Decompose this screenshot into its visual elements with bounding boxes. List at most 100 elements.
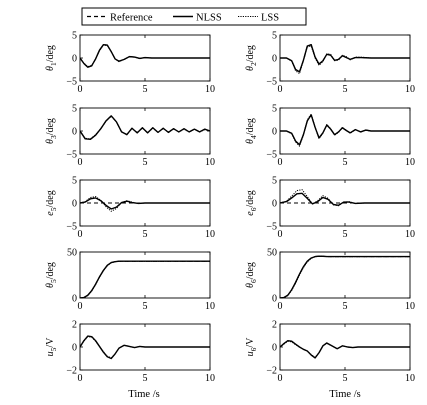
x-tick-label: 10 [205, 301, 215, 312]
x-tick-label: 10 [405, 301, 415, 312]
x-tick-label: 0 [278, 157, 283, 168]
y-axis-label: θ6/deg [245, 262, 258, 288]
x-tick-label: 10 [405, 157, 415, 168]
x-tick-label: 10 [405, 229, 415, 240]
y-axis-label: e6/deg [245, 190, 258, 215]
plot-frame [79, 251, 211, 299]
y-tick-label: −5 [66, 150, 77, 161]
series-reference-line [80, 260, 210, 298]
x-tick-label: 0 [78, 373, 83, 384]
x-tick-label: 5 [143, 229, 148, 240]
y-tick-label: 50 [267, 248, 277, 259]
legend-box [81, 7, 307, 26]
y-tick-label: 5 [272, 104, 277, 115]
y-axis-label: θ2/deg [245, 45, 258, 71]
series-reference-line [80, 44, 210, 68]
y-tick-label: 2 [272, 320, 277, 331]
y-tick-label: 0 [72, 343, 77, 354]
y-tick-label: 2 [72, 320, 77, 331]
x-tick-label: 0 [78, 157, 83, 168]
y-tick-label: 0 [272, 127, 277, 138]
legend-label-reference: Reference [110, 13, 153, 24]
x-tick-label: 10 [405, 84, 415, 95]
x-tick-label: 10 [205, 84, 215, 95]
y-tick-label: 5 [272, 176, 277, 187]
x-tick-label: 10 [205, 373, 215, 384]
legend-label-lss: LSS [261, 13, 279, 24]
x-tick-label: 5 [143, 84, 148, 95]
y-tick-label: 5 [72, 104, 77, 115]
series-nlss-line [80, 43, 210, 68]
series-lss-line [80, 196, 210, 212]
y-tick-label: −5 [266, 222, 277, 233]
y-tick-label: 0 [72, 127, 77, 138]
series-lss-line [280, 45, 410, 75]
x-tick-label: 10 [205, 229, 215, 240]
series-lss-line [80, 336, 210, 359]
y-tick-label: 50 [67, 248, 77, 259]
x-tick-label: 5 [143, 157, 148, 168]
series-reference-line [80, 115, 210, 140]
x-tick-label: 5 [143, 373, 148, 384]
x-axis-label-left: Time /s [128, 389, 159, 400]
series-lss-line [80, 115, 210, 140]
y-tick-label: −2 [66, 366, 77, 377]
y-tick-label: −5 [66, 222, 77, 233]
y-axis-label: u6/V [245, 337, 258, 357]
x-tick-label: 0 [78, 84, 83, 95]
y-tick-label: −5 [266, 150, 277, 161]
x-tick-label: 5 [343, 301, 348, 312]
series-nlss-line [280, 43, 410, 73]
y-axis-label: u5/V [45, 337, 58, 357]
series-lss-line [280, 189, 410, 207]
x-tick-label: 10 [405, 373, 415, 384]
y-axis-label: e5/deg [45, 190, 58, 215]
y-tick-label: 0 [272, 294, 277, 305]
y-tick-label: 5 [72, 31, 77, 42]
series-lss-line [280, 340, 410, 358]
y-axis-label: θ5/deg [45, 262, 58, 288]
y-tick-label: −5 [66, 77, 77, 88]
x-tick-label: 0 [278, 229, 283, 240]
x-tick-label: 0 [278, 373, 283, 384]
series-reference-line [280, 255, 410, 298]
y-tick-label: 5 [72, 176, 77, 187]
x-tick-label: 10 [205, 157, 215, 168]
series-lss-line [80, 44, 210, 68]
y-tick-label: 0 [272, 343, 277, 354]
series-lss-line [280, 255, 410, 298]
y-tick-label: 0 [72, 294, 77, 305]
y-tick-label: 0 [72, 54, 77, 65]
series-lss-line [80, 260, 210, 298]
subplot-8: 0 5 10 0 50 θ6/deg [245, 248, 415, 313]
x-tick-label: 0 [78, 229, 83, 240]
y-tick-label: 5 [272, 31, 277, 42]
series-nlss-line [80, 335, 210, 360]
y-tick-label: −5 [266, 77, 277, 88]
series-nlss-line [280, 114, 410, 146]
x-tick-label: 5 [343, 229, 348, 240]
y-tick-label: 0 [272, 54, 277, 65]
y-axis-label: θ4/deg [245, 118, 258, 144]
y-axis-label: θ1/deg [45, 45, 58, 71]
series-lss-line [280, 113, 410, 147]
y-tick-label: 0 [272, 199, 277, 210]
x-tick-label: 0 [278, 84, 283, 95]
legend: Reference NLSS LSS [81, 7, 307, 26]
series-nlss-line [80, 115, 210, 140]
x-tick-label: 5 [343, 373, 348, 384]
x-tick-label: 0 [78, 301, 83, 312]
x-tick-label: 0 [278, 301, 283, 312]
legend-label-nlss: NLSS [196, 13, 222, 24]
series-nlss-line [280, 339, 410, 359]
subplot-7: 0 5 10 0 50 θ5/deg [45, 248, 215, 313]
x-tick-label: 5 [143, 301, 148, 312]
